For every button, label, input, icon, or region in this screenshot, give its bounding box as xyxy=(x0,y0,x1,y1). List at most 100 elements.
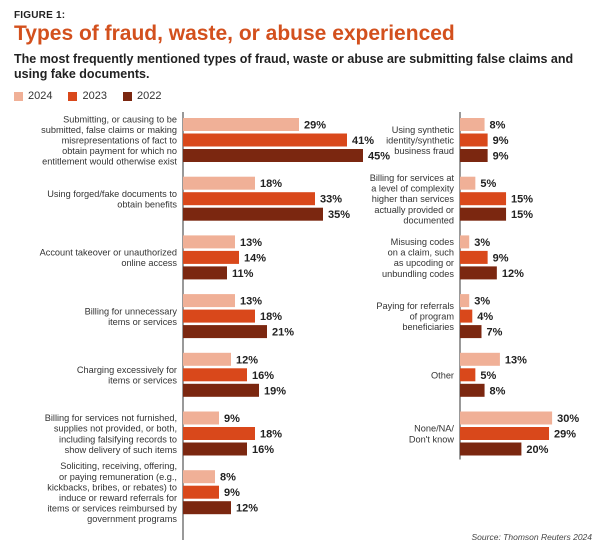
category-label: actually provided or xyxy=(374,205,454,215)
category-label: Misusing codes xyxy=(391,237,455,247)
data-label: 15% xyxy=(511,194,533,206)
data-label: 3% xyxy=(474,237,490,249)
bar-2023 xyxy=(183,250,239,264)
category-label: Submitting, or causing to be xyxy=(63,114,177,124)
data-label: 45% xyxy=(368,151,390,163)
data-label: 15% xyxy=(511,209,533,221)
data-label: 13% xyxy=(240,237,262,249)
bar-2022 xyxy=(460,149,488,162)
data-label: 3% xyxy=(474,296,490,308)
bar-2023 xyxy=(460,250,488,264)
category-label: Using synthetic xyxy=(392,125,455,135)
category-label: as upcoding or xyxy=(394,258,454,268)
bar-2023 xyxy=(460,133,488,147)
bar-2022 xyxy=(460,266,497,280)
legend-label-2023: 2023 xyxy=(82,90,107,102)
category-label: items or services xyxy=(108,317,177,327)
category-label: beneficiaries xyxy=(402,322,454,332)
data-label: 21% xyxy=(272,327,294,339)
category-label: Using forged/fake documents to xyxy=(47,189,177,199)
bar-2022 xyxy=(183,266,227,280)
bar-2024 xyxy=(460,235,470,249)
category-label: show delivery of such items xyxy=(65,445,178,455)
category-label: of program xyxy=(410,312,455,322)
data-label: 13% xyxy=(240,296,262,308)
data-label: 30% xyxy=(557,413,579,425)
legend-swatch-2024 xyxy=(14,91,23,101)
data-label: 33% xyxy=(320,194,342,206)
data-label: 29% xyxy=(554,429,576,441)
data-label: 9% xyxy=(493,252,509,264)
category-label: identity/synthetic xyxy=(386,136,454,146)
category-label: Other xyxy=(431,370,454,380)
bar-2022 xyxy=(183,207,323,221)
category-label: business fraud xyxy=(394,146,454,156)
category-label: higher than services xyxy=(372,194,455,204)
bar-2024 xyxy=(460,176,476,190)
data-label: 11% xyxy=(232,268,254,280)
legend-item-2022: 2022 xyxy=(122,90,161,102)
category-label: obtain benefits xyxy=(117,200,177,210)
category-label: entitlement would otherwise exist xyxy=(42,157,177,167)
category-label: kickbacks, bribes, or rebates) to xyxy=(47,482,177,492)
bar-2024 xyxy=(183,294,235,308)
data-label: 9% xyxy=(493,135,509,147)
bar-2024 xyxy=(183,411,219,425)
category-label: Billing for unnecessary xyxy=(85,306,178,316)
source-note: Source: Thomson Reuters 2024 xyxy=(471,532,592,542)
legend-swatch-2022 xyxy=(122,91,132,101)
data-label: 35% xyxy=(328,209,350,221)
bar-2023 xyxy=(183,368,247,382)
bar-2023 xyxy=(183,133,347,147)
bar-2023 xyxy=(183,485,219,499)
data-label: 12% xyxy=(236,503,258,515)
data-label: 41% xyxy=(352,135,374,147)
bar-2024 xyxy=(183,470,215,484)
category-label: items or services xyxy=(108,376,177,386)
category-label: None/NA/ xyxy=(414,424,454,434)
category-label: unbundling codes xyxy=(382,269,454,279)
data-label: 13% xyxy=(505,354,527,366)
data-label: 8% xyxy=(490,120,506,132)
bar-2024 xyxy=(460,352,500,366)
bar-2024 xyxy=(183,352,231,366)
category-label: Billing for services not furnished, xyxy=(45,413,177,423)
bar-2022 xyxy=(460,442,522,456)
category-label: misrepresentations of fact to xyxy=(62,136,177,146)
data-label: 4% xyxy=(477,311,493,323)
bar-2024 xyxy=(460,118,485,131)
bar-2022 xyxy=(460,207,507,221)
bar-2023 xyxy=(460,192,507,206)
data-label: 9% xyxy=(493,151,509,163)
data-label: 9% xyxy=(224,487,240,499)
category-label: supplies not provided, or both, xyxy=(54,424,177,434)
bar-2022 xyxy=(183,442,247,456)
bar-2022 xyxy=(183,383,259,397)
bar-2023 xyxy=(183,427,255,440)
bar-2022 xyxy=(183,149,363,162)
category-label: Paying for referrals xyxy=(376,301,454,311)
category-label: Charging excessively for xyxy=(77,365,177,375)
bar-2024 xyxy=(183,176,255,190)
data-label: 8% xyxy=(220,472,236,484)
category-label: items or services reimbursed by xyxy=(47,504,177,514)
data-label: 8% xyxy=(490,385,506,397)
data-label: 18% xyxy=(260,429,282,441)
data-label: 12% xyxy=(502,268,524,280)
data-label: 19% xyxy=(264,385,286,397)
data-label: 18% xyxy=(260,178,282,190)
data-label: 29% xyxy=(304,120,326,132)
category-label: documented xyxy=(403,215,454,225)
data-label: 16% xyxy=(252,444,274,456)
legend-item-2024: 2024 xyxy=(14,90,52,102)
bar-2023 xyxy=(460,427,550,440)
category-label: or paying remuneration (e.g., xyxy=(59,472,177,482)
legend-swatch-2023 xyxy=(68,91,78,101)
data-label: 20% xyxy=(526,444,548,456)
data-label: 5% xyxy=(480,178,496,190)
bar-2024 xyxy=(460,411,553,425)
category-label: obtain payment for which no xyxy=(62,146,177,156)
category-label: government programs xyxy=(87,514,177,524)
figure-label: FIGURE 1: xyxy=(14,10,66,21)
